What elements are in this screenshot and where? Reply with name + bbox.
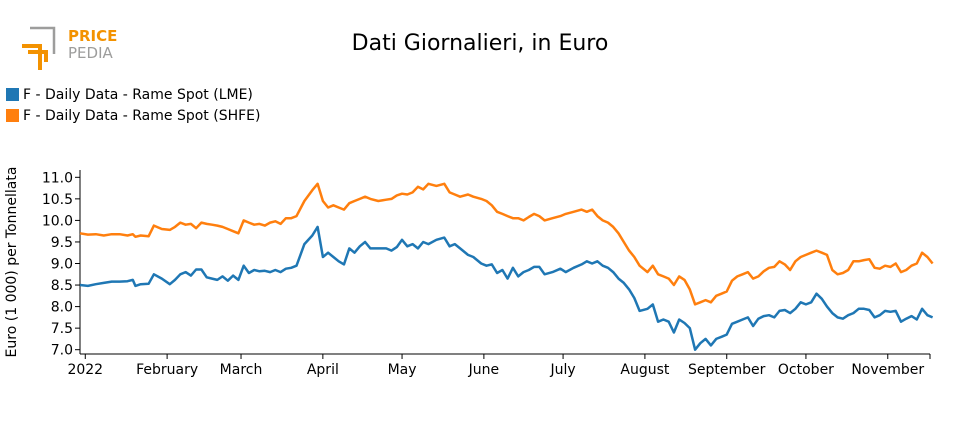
legend-item-shfe: F - Daily Data - Rame Spot (SHFE) (6, 105, 260, 126)
y-tick-label: 8.0 (51, 300, 73, 316)
legend-swatch-lme (6, 88, 19, 101)
logo-text-price: PRICE (68, 27, 117, 45)
chart-series-lines (79, 182, 934, 351)
logo-orange-bracket-1 (22, 44, 42, 70)
chart-axes: 7.0 7.5 8.0 8.5 9.0 9.5 10.0 10.5 11.0 2022 Februa… (42, 170, 931, 378)
x-tick-label: April (307, 362, 339, 378)
y-tick-label: 10.0 (42, 213, 73, 229)
y-tick-label: 7.0 (51, 343, 73, 359)
legend-swatch-shfe (6, 109, 19, 122)
x-tick-label: 2022 (67, 362, 103, 378)
y-tick-label: 10.5 (42, 192, 73, 208)
x-tick-label: October (778, 362, 834, 378)
x-tick-label: September (688, 362, 766, 378)
chart-title: Dati Giornalieri, in Euro (351, 31, 609, 56)
y-tick-label: 9.5 (51, 235, 73, 251)
legend-item-lme: F - Daily Data - Rame Spot (LME) (6, 84, 260, 105)
x-tick-label: March (220, 362, 263, 378)
y-tick-label: 7.5 (51, 321, 73, 337)
x-tick-label: February (136, 362, 198, 378)
y-axis-label: Euro (1 000) per Tonnellata (4, 167, 20, 358)
logo-text-pedia: PEDIA (68, 44, 113, 62)
logo-orange-bracket-2 (28, 50, 48, 62)
y-tick-label: 8.5 (51, 278, 73, 294)
y-tick-label: 11.0 (42, 170, 73, 186)
series-line-shfe (79, 182, 934, 306)
y-tick-label: 9.0 (51, 257, 73, 273)
chart-legend: F - Daily Data - Rame Spot (LME) F - Dai… (6, 84, 260, 126)
x-tick-label: June (468, 362, 500, 378)
pricepedia-logo: PRICE PEDIA (18, 22, 128, 74)
x-tick-label: November (851, 362, 924, 378)
x-tick-label: July (549, 362, 575, 378)
pricepedia-logo-mark: PRICE PEDIA (22, 26, 117, 70)
x-tick-label: August (620, 362, 670, 378)
x-tick-label: May (388, 362, 417, 378)
legend-label-lme: F - Daily Data - Rame Spot (LME) (23, 86, 253, 103)
logo-gray-bracket (30, 26, 56, 54)
series-line-lme (79, 225, 934, 351)
legend-label-shfe: F - Daily Data - Rame Spot (SHFE) (23, 107, 261, 124)
